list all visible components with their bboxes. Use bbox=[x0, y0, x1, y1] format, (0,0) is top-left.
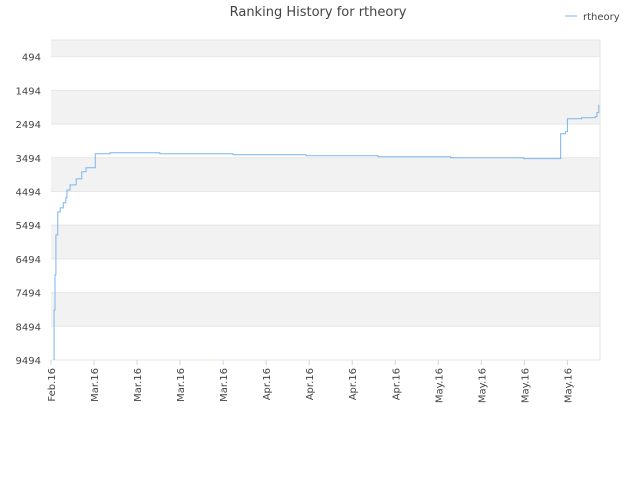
y-tick-label: 5494 bbox=[16, 221, 41, 232]
y-tick-label: 9494 bbox=[16, 356, 41, 367]
y-tick-label: 494 bbox=[22, 53, 41, 64]
x-tick-label: May.16 bbox=[563, 368, 574, 403]
plot-band bbox=[51, 225, 600, 259]
plot-band bbox=[51, 157, 600, 192]
chart-title: Ranking History for rtheory bbox=[230, 5, 407, 20]
y-tick-label: 1494 bbox=[16, 86, 41, 97]
y-tick-label: 3494 bbox=[16, 154, 41, 165]
x-tick-label: Apr.16 bbox=[305, 368, 316, 400]
y-tick-label: 4494 bbox=[16, 187, 41, 198]
y-tick-label: 8494 bbox=[16, 322, 41, 333]
series-line bbox=[53, 104, 600, 360]
x-tick-label: May.16 bbox=[520, 368, 531, 403]
y-tick-label: 6494 bbox=[16, 255, 41, 266]
x-tick-label: Apr.16 bbox=[348, 368, 359, 400]
legend-label: rtheory bbox=[583, 12, 620, 23]
x-tick-label: May.16 bbox=[434, 368, 445, 403]
x-tick-label: May.16 bbox=[477, 368, 488, 403]
x-tick-label: Mar.16 bbox=[176, 368, 187, 402]
x-tick-label: Mar.16 bbox=[219, 368, 230, 402]
x-tick-label: Mar.16 bbox=[90, 368, 101, 402]
plot-band bbox=[51, 90, 600, 125]
x-tick-label: Feb.16 bbox=[47, 368, 58, 402]
x-tick-label: Apr.16 bbox=[391, 368, 402, 400]
plot-band bbox=[51, 40, 600, 57]
x-tick-label: Apr.16 bbox=[262, 368, 273, 400]
plot-band bbox=[51, 292, 600, 327]
y-tick-label: 7494 bbox=[16, 289, 41, 300]
y-tick-label: 2494 bbox=[16, 120, 41, 131]
x-tick-label: Mar.16 bbox=[133, 368, 144, 402]
